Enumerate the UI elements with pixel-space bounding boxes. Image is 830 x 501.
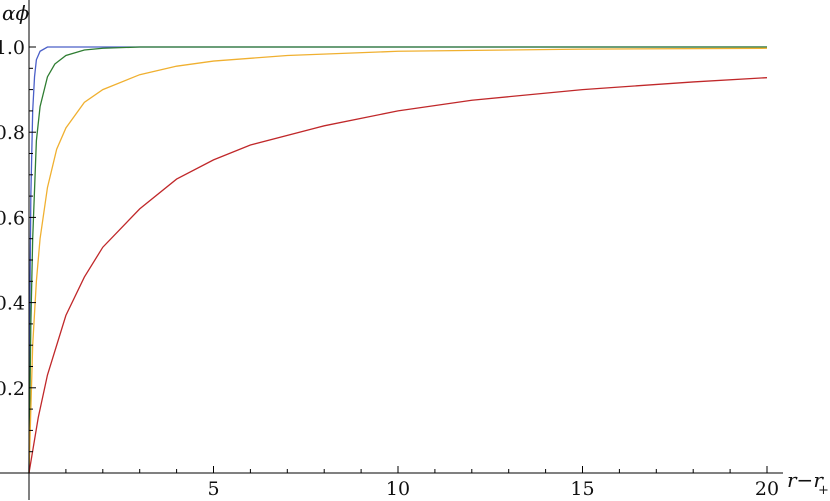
x-axis-title: r−r (787, 468, 824, 492)
series-line-2 (28, 46, 767, 474)
y-axis-ticks: 0.2 0.4 0.6 0.8 1.0 (0, 37, 36, 453)
x-axis-title-subscript: + (818, 483, 829, 498)
x-axis-ticks: 5 10 15 20 (65, 466, 779, 500)
y-tick-label: 1.0 (0, 37, 25, 59)
x-tick-label: 20 (755, 478, 779, 500)
y-tick-label: 0.8 (0, 122, 25, 144)
x-tick-label: 5 (207, 478, 219, 500)
y-tick-label: 0.2 (0, 378, 25, 400)
y-axis-title: αϕ (2, 1, 30, 25)
series-line-3 (28, 47, 768, 474)
chart-series-group (28, 46, 768, 474)
y-tick-label: 0.4 (0, 293, 25, 315)
x-tick-label: 10 (386, 478, 410, 500)
y-tick-label: 0.6 (0, 207, 25, 229)
series-line-4 (28, 77, 768, 474)
x-tick-label: 15 (570, 478, 594, 500)
